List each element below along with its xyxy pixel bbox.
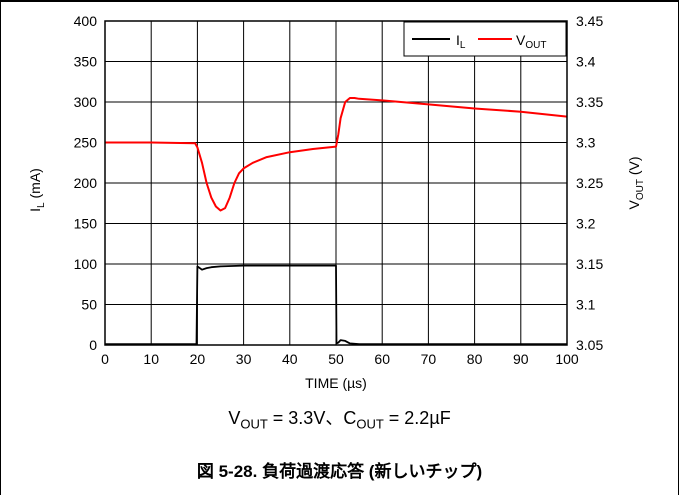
y-left-label-unit: (mA) xyxy=(27,168,43,202)
x-axis-ticks: 0 10 20 30 40 50 60 70 80 90 100 xyxy=(101,351,579,367)
x-tick-label: 30 xyxy=(236,351,252,367)
y-left-tick-label: 0 xyxy=(89,337,97,353)
y-left-tick-label: 200 xyxy=(74,175,98,191)
y-left-label-main: I xyxy=(27,208,43,212)
legend-il-main: I xyxy=(456,32,460,48)
load-transient-chart: 0 10 20 30 40 50 60 70 80 90 100 0 50 100 150 200 250 30… xyxy=(27,13,646,391)
y-right-tick-label: 3.35 xyxy=(576,94,603,110)
y-left-tick-label: 100 xyxy=(74,256,98,272)
legend-label-il: IL xyxy=(456,32,466,51)
figure-caption: 図 5-28. 負荷過渡応答 (新しいチップ) xyxy=(196,462,483,481)
y-left-tick-label: 350 xyxy=(74,54,98,70)
y-right-tick-label: 3.2 xyxy=(576,216,596,232)
y-right-label-main: V xyxy=(626,200,642,210)
y-left-axis-label: IL (mA) xyxy=(27,168,47,212)
x-tick-label: 90 xyxy=(513,351,529,367)
y-left-tick-label: 50 xyxy=(81,297,97,313)
y-left-tick-label: 300 xyxy=(74,94,98,110)
x-tick-label: 0 xyxy=(101,351,109,367)
x-tick-label: 20 xyxy=(190,351,206,367)
x-tick-label: 40 xyxy=(282,351,298,367)
legend-vout-sub: OUT xyxy=(525,40,546,51)
plot-border xyxy=(104,20,568,346)
y-left-tick-label: 250 xyxy=(74,135,98,151)
series-layer xyxy=(105,97,568,346)
y-right-tick-label: 3.25 xyxy=(576,175,603,191)
condition-c-sub: OUT xyxy=(356,416,384,432)
condition-v-sub: OUT xyxy=(240,416,268,432)
x-tick-label: 60 xyxy=(374,351,390,367)
grid xyxy=(105,21,567,345)
condition-c-rest: = 2.2µF xyxy=(383,408,451,428)
y-right-tick-label: 3.3 xyxy=(576,135,596,151)
x-tick-label: 10 xyxy=(143,351,159,367)
legend: IL VOUT xyxy=(403,21,567,57)
condition-v-rest: = 3.3V、C xyxy=(267,408,357,428)
legend-label-vout: VOUT xyxy=(516,32,546,51)
y-left-label-sub: L xyxy=(36,202,47,208)
y-right-axis-ticks: 3.05 3.1 3.15 3.2 3.25 3.3 3.35 3.4 3.45 xyxy=(576,13,603,353)
y-right-axis-label: VOUT (V) xyxy=(626,156,646,209)
test-condition: VOUT = 3.3V、COUT = 2.2µF xyxy=(0,404,679,432)
x-axis-label: TIME (µs) xyxy=(305,375,367,391)
series-line-il xyxy=(105,264,567,346)
y-left-tick-label: 150 xyxy=(74,216,98,232)
condition-v: V xyxy=(228,408,241,428)
y-right-tick-label: 3.4 xyxy=(576,54,596,70)
series-line-vout xyxy=(105,97,568,212)
top-border xyxy=(0,0,679,2)
x-tick-label: 80 xyxy=(467,351,483,367)
left-border xyxy=(0,0,1,495)
legend-vout-main: V xyxy=(516,32,526,48)
y-right-tick-label: 3.15 xyxy=(576,256,603,272)
y-left-axis-ticks: 0 50 100 150 200 250 300 350 400 xyxy=(74,13,98,353)
y-right-tick-label: 3.1 xyxy=(576,297,596,313)
y-left-tick-label: 400 xyxy=(74,13,98,29)
x-tick-label: 50 xyxy=(328,351,344,367)
y-right-label-unit: (V) xyxy=(626,156,642,179)
x-tick-label: 70 xyxy=(421,351,437,367)
x-tick-label: 100 xyxy=(555,351,579,367)
y-right-tick-label: 3.45 xyxy=(576,13,603,29)
legend-il-sub: L xyxy=(460,40,466,51)
y-right-tick-label: 3.05 xyxy=(576,337,603,353)
y-right-label-sub: OUT xyxy=(635,179,646,200)
